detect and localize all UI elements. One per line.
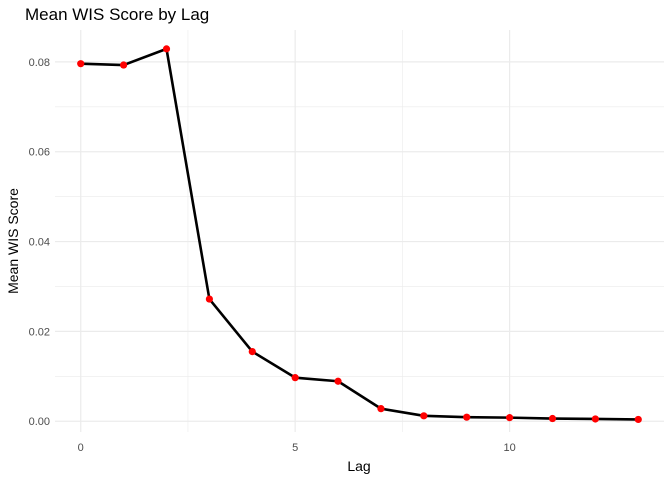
data-point [334, 377, 342, 385]
x-tick-labels: 0 5 10 [78, 442, 516, 454]
grid-lines [55, 30, 664, 432]
data-point [463, 413, 471, 421]
data-point [548, 414, 557, 423]
y-tick-label: 0.04 [29, 237, 50, 249]
y-tick-label: 0.00 [29, 416, 50, 428]
data-point [248, 348, 256, 356]
data-point [634, 415, 642, 424]
data-point [205, 295, 213, 303]
data-point [506, 414, 514, 422]
y-axis-title: Mean WIS Score [5, 188, 21, 294]
data-point [291, 374, 299, 382]
series-line [80, 47, 639, 421]
y-tick-label: 0.08 [29, 57, 50, 69]
data-point [120, 61, 128, 69]
data-point [591, 415, 599, 423]
data-point [77, 60, 85, 68]
x-tick-label: 10 [503, 442, 515, 454]
x-tick-label: 5 [292, 442, 298, 454]
series-line-group [77, 45, 642, 424]
data-point [377, 405, 385, 413]
x-axis-title: Lag [347, 458, 370, 474]
y-tick-label: 0.02 [29, 326, 50, 338]
chart-title: Mean WIS Score by Lag [25, 5, 210, 24]
data-point [162, 45, 171, 53]
y-tick-label: 0.06 [29, 147, 50, 159]
y-tick-labels: 0.00 0.02 0.04 0.06 0.08 [29, 57, 50, 428]
data-point [420, 412, 428, 420]
x-tick-label: 0 [78, 442, 84, 454]
